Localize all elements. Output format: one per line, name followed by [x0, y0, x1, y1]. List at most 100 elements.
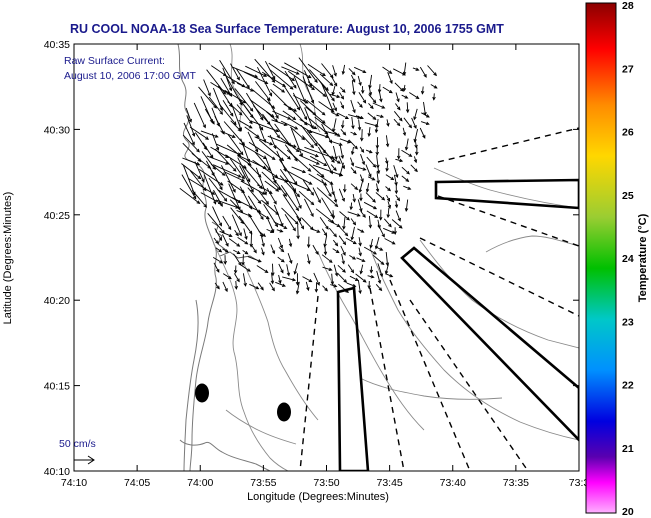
current-vector: [307, 81, 326, 97]
current-vector-head: [362, 69, 367, 74]
current-vector-head: [358, 189, 363, 194]
current-vector: [345, 237, 357, 244]
current-vector-head: [250, 188, 254, 193]
current-vector-head: [241, 189, 245, 194]
current-vector-head: [397, 217, 401, 222]
current-vector: [182, 165, 196, 195]
current-vector: [414, 139, 417, 148]
current-vector-head: [333, 199, 338, 204]
current-vector: [351, 80, 355, 95]
site-marker-west: [195, 383, 209, 403]
current-vector-head: [350, 162, 355, 167]
current-vector: [312, 164, 343, 177]
current-vector-head: [340, 95, 345, 100]
current-vector-head: [306, 244, 311, 249]
current-vector-head: [396, 197, 401, 202]
current-vector: [222, 281, 228, 292]
current-vector-head: [385, 167, 389, 172]
restricted-corridors: [336, 178, 579, 471]
current-vector-head: [274, 223, 279, 228]
current-vector-head: [335, 113, 340, 117]
current-vector-head: [281, 89, 286, 93]
current-vector-head: [330, 281, 335, 286]
current-vector-head: [233, 270, 238, 274]
current-vector-head: [259, 185, 263, 190]
current-vector-head: [361, 258, 366, 263]
current-vector: [227, 101, 243, 116]
colorbar-tick-label: 27: [622, 63, 634, 75]
current-vector-head: [340, 155, 345, 160]
current-vector-head: [260, 216, 264, 221]
current-vector: [307, 63, 326, 76]
current-vector-head: [425, 114, 430, 118]
current-vector-head: [394, 204, 399, 209]
current-vector-head: [367, 285, 371, 290]
current-vector-head: [372, 116, 377, 121]
current-vector-head: [406, 170, 410, 175]
current-vector: [394, 82, 404, 92]
current-vector: [234, 229, 239, 236]
current-vector: [240, 138, 250, 163]
current-vector-head: [296, 106, 301, 111]
current-vector: [321, 228, 327, 236]
current-vector: [327, 131, 338, 136]
current-vector-head: [280, 248, 285, 253]
current-vector-head: [254, 148, 259, 153]
current-vector: [189, 126, 209, 140]
colorbar-ticks: 28 27 26 25 24 23 22 21 20: [622, 0, 634, 518]
current-vector-head: [404, 146, 409, 151]
current-vector-head: [223, 197, 228, 202]
current-vector: [337, 112, 349, 119]
current-vector-head: [310, 99, 315, 104]
current-vector: [350, 218, 356, 225]
current-vector-head: [209, 119, 213, 124]
corridor-southeast: [400, 246, 579, 442]
current-vector-head: [218, 237, 222, 242]
current-vector-head: [246, 158, 250, 163]
current-vector: [278, 246, 284, 252]
current-vector: [223, 121, 245, 146]
current-vector-head: [247, 178, 251, 183]
current-vector-head: [280, 157, 285, 162]
current-vector-head: [314, 142, 318, 147]
current-vector: [234, 88, 254, 112]
current-vector: [305, 281, 309, 291]
current-vector-head: [376, 170, 381, 175]
current-vector-head: [248, 125, 253, 129]
current-vector: [395, 103, 401, 110]
current-vector: [284, 70, 297, 89]
current-vector-head: [270, 280, 275, 285]
current-vector-head: [296, 235, 300, 240]
current-vector-head: [283, 193, 287, 197]
current-vector: [242, 273, 247, 286]
current-vector: [405, 138, 409, 150]
current-vector: [339, 138, 351, 144]
current-vector-head: [336, 223, 341, 227]
current-vector-head: [350, 269, 355, 274]
current-vector-head: [282, 83, 287, 88]
current-vector-head: [357, 126, 362, 131]
current-vector-head: [334, 132, 339, 136]
current-vector: [228, 238, 240, 247]
x-tick-label: 73:50: [313, 477, 339, 489]
current-vector: [229, 199, 243, 213]
current-vector: [202, 142, 214, 158]
plot-area: [74, 44, 579, 471]
current-vector-head: [359, 104, 363, 108]
current-vector-head: [329, 170, 333, 175]
current-vector: [243, 228, 248, 240]
current-vector: [198, 169, 224, 186]
current-vector: [294, 263, 298, 275]
current-vector-head: [399, 87, 404, 92]
current-vector: [329, 93, 340, 98]
current-vector: [401, 175, 409, 182]
current-vector: [212, 257, 223, 264]
colorbar-tick-label: 20: [622, 506, 634, 518]
x-axis-ticks: 74:10 74:05 74:00 73:55 73:50 73:45 73:40 73:35…: [61, 44, 589, 489]
current-vector-head: [325, 225, 329, 230]
current-vector: [324, 235, 328, 247]
current-vector-head: [296, 193, 301, 198]
current-vector-head: [381, 233, 385, 238]
current-vector: [269, 282, 275, 291]
current-vector-head: [388, 89, 393, 94]
